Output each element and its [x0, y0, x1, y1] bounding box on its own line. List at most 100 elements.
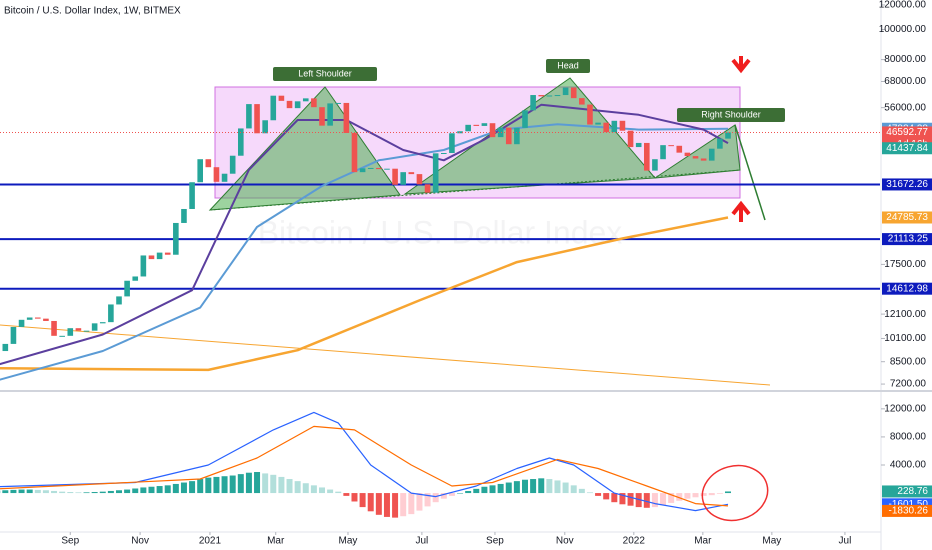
candle — [148, 255, 155, 260]
candle — [238, 128, 244, 156]
candle — [270, 95, 277, 121]
annotation-bg — [546, 59, 590, 73]
candle — [262, 120, 268, 134]
histogram-bar — [140, 487, 147, 494]
candle — [164, 252, 171, 255]
histogram-bar — [505, 482, 512, 494]
candle — [319, 107, 325, 126]
histogram-bar — [75, 492, 82, 494]
candle — [327, 103, 333, 126]
histogram-bar — [595, 493, 602, 496]
histogram-bar — [530, 479, 537, 494]
candle — [229, 155, 236, 174]
indicator-line — [0, 103, 729, 366]
candle — [278, 95, 285, 101]
candle — [457, 131, 463, 134]
y-tick-label: 8500.00 — [890, 356, 927, 367]
histogram-bar — [497, 483, 504, 494]
histogram-bar — [51, 490, 58, 494]
y-tick-label: 120000.00 — [879, 0, 927, 11]
candle — [725, 132, 731, 139]
histogram-bar — [172, 483, 179, 494]
y-tick-label: 17500.00 — [884, 259, 926, 270]
candle — [660, 145, 666, 160]
histogram-bar — [164, 485, 171, 494]
candle — [522, 110, 528, 128]
price-label: 14612.98 — [886, 283, 928, 294]
histogram-bar — [635, 493, 642, 508]
candle — [481, 123, 488, 126]
overlay: Left Shoulder Head Right Shoulder — [273, 56, 785, 522]
price-label: 46592.77 — [886, 127, 928, 138]
histogram-bar — [408, 493, 415, 515]
candle — [424, 184, 431, 193]
candle — [449, 133, 455, 153]
y-tick-label: 10100.00 — [884, 333, 926, 344]
candle — [181, 208, 187, 223]
candle — [489, 123, 496, 138]
histogram-bar — [522, 479, 528, 494]
price-pane — [0, 77, 880, 386]
histogram-bar — [156, 486, 163, 494]
y-tick-label: 8000.00 — [890, 432, 927, 443]
candle — [67, 328, 74, 336]
price-label-bg — [882, 282, 932, 295]
histogram-bar — [692, 493, 699, 498]
watermark: Bitcoin / U.S. Dollar Index — [258, 214, 623, 250]
histogram-bar — [489, 485, 496, 494]
histogram-bar — [367, 493, 374, 512]
candle — [124, 280, 130, 297]
histogram-bar — [457, 493, 464, 494]
histogram-bar — [432, 493, 439, 503]
histogram-bar — [700, 493, 707, 496]
histogram-bar — [716, 493, 723, 494]
price-label-bg — [882, 178, 932, 191]
candle — [367, 167, 374, 169]
candle — [441, 152, 447, 154]
histogram-bar — [278, 476, 285, 494]
highlight-circle — [701, 464, 769, 522]
candle — [351, 132, 358, 173]
candle — [497, 127, 504, 138]
y-tick-label: 7200.00 — [890, 379, 927, 390]
candle — [335, 102, 342, 104]
annotation-bg — [677, 108, 785, 122]
histogram-bar — [83, 492, 90, 494]
candle — [416, 174, 423, 185]
candle — [384, 168, 390, 170]
candle — [2, 343, 9, 352]
histogram-bar — [562, 482, 569, 494]
candle — [635, 142, 642, 148]
annotation: Right Shoulder — [701, 109, 761, 119]
price-label-bg — [882, 211, 932, 224]
projection-line — [734, 124, 766, 221]
histogram-bar — [327, 489, 334, 494]
y-tick-label: 100000.00 — [879, 24, 927, 35]
histogram-bar — [26, 489, 33, 494]
histogram-bar — [465, 490, 472, 494]
candle — [51, 320, 57, 336]
price-label-bg — [882, 504, 932, 517]
trend-line — [0, 324, 771, 386]
y-tick-label: 12000.00 — [884, 403, 926, 414]
candle — [116, 296, 122, 305]
histogram-bar — [578, 488, 585, 494]
histogram-bar — [416, 493, 423, 511]
histogram-bar — [440, 493, 447, 499]
histogram-bar — [91, 492, 98, 494]
histogram-bar — [424, 493, 431, 507]
x-tick-label: Mar — [694, 536, 712, 547]
indicator-line — [0, 411, 729, 512]
x-tick-label: Mar — [267, 536, 285, 547]
price-label-bg — [882, 233, 932, 246]
candle — [652, 159, 658, 171]
indicator-line — [0, 216, 729, 372]
x-tick-label: Sep — [61, 536, 79, 547]
macd-pane — [0, 411, 731, 518]
candle — [579, 98, 585, 105]
histogram-bar — [643, 493, 650, 508]
histogram-bar — [538, 478, 545, 494]
histogram-bar — [148, 486, 155, 494]
histogram-bar — [668, 493, 675, 503]
